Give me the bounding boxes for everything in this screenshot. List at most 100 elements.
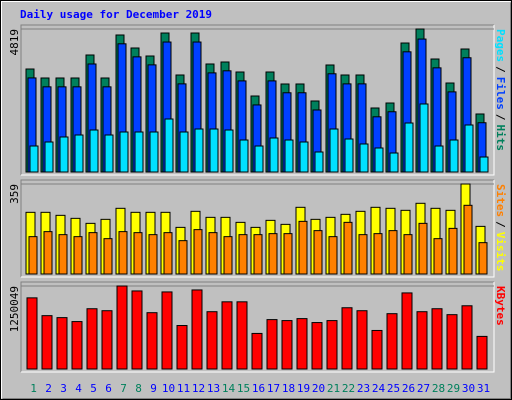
bar	[388, 230, 398, 275]
x-tick-label: 24	[372, 382, 386, 395]
bar	[371, 329, 383, 370]
legend-entry: Files	[494, 77, 507, 110]
bar	[416, 311, 428, 370]
y-tick-label: 1250049	[8, 286, 21, 332]
y-tick-label: 359	[8, 184, 21, 204]
x-tick-label: 31	[477, 382, 490, 395]
x-tick-label: 12	[192, 382, 205, 395]
bar	[28, 236, 38, 275]
x-tick-label: 27	[417, 382, 430, 395]
bar	[446, 314, 458, 370]
x-tick-label: 28	[432, 382, 445, 395]
x-tick-label: 18	[282, 382, 295, 395]
bar	[161, 291, 173, 370]
bar	[479, 156, 489, 173]
x-tick-label: 21	[327, 382, 340, 395]
x-tick-label: 1	[30, 382, 37, 395]
chart-title: Daily usage for December 2019	[20, 8, 212, 21]
bar	[374, 147, 384, 173]
x-tick-label: 23	[357, 382, 370, 395]
bar	[404, 122, 414, 173]
x-tick-label: 4	[75, 382, 82, 395]
bevel	[21, 282, 495, 373]
bar	[194, 128, 204, 173]
bar	[403, 234, 413, 275]
bar	[313, 230, 323, 275]
x-tick-label: 16	[252, 382, 265, 395]
bar	[206, 311, 218, 370]
x-tick-label: 6	[105, 382, 112, 395]
bar	[56, 317, 68, 370]
legend-entry: Pages	[494, 29, 507, 62]
bevel	[20, 179, 494, 277]
bar	[431, 308, 443, 370]
bar	[448, 227, 458, 275]
bevel	[21, 25, 495, 176]
legend-entry: Visits	[494, 232, 507, 272]
x-tick-label: 26	[402, 382, 415, 395]
bar	[461, 305, 473, 370]
bar	[238, 234, 248, 275]
bar	[88, 232, 98, 275]
bar	[434, 145, 444, 173]
bar	[343, 221, 353, 275]
bar	[41, 315, 53, 370]
bevel	[21, 180, 495, 278]
bar	[283, 233, 293, 275]
bar	[146, 312, 158, 370]
bar	[418, 222, 428, 275]
bar	[58, 234, 68, 275]
bar	[118, 231, 128, 275]
bar	[89, 129, 99, 173]
bar	[101, 310, 113, 370]
x-tick-label: 17	[267, 382, 280, 395]
x-tick-label: 10	[162, 382, 175, 395]
bar	[43, 231, 53, 275]
bar	[478, 242, 488, 275]
bar	[281, 320, 293, 370]
bar	[311, 322, 323, 370]
bar	[328, 236, 338, 275]
x-tick-label: 13	[207, 382, 220, 395]
bar	[104, 134, 114, 173]
bar	[358, 234, 368, 275]
bevel	[20, 281, 494, 372]
bar	[253, 234, 263, 275]
bar	[401, 292, 413, 370]
legend-separator: /	[494, 114, 507, 121]
bar	[29, 145, 39, 173]
x-tick-label: 19	[297, 382, 310, 395]
legend-entry: KBytes	[494, 286, 507, 326]
bar	[164, 118, 174, 173]
bar	[193, 229, 203, 275]
bar	[119, 131, 129, 173]
bar	[239, 139, 249, 173]
bar	[44, 141, 54, 173]
legend-entry: Hits	[494, 125, 507, 152]
bar	[26, 297, 38, 370]
bar	[86, 308, 98, 370]
bar	[209, 128, 219, 173]
bar	[344, 138, 354, 173]
bar	[149, 131, 159, 173]
x-tick-label: 14	[222, 382, 236, 395]
bar	[191, 289, 203, 370]
bar	[163, 232, 173, 275]
bar	[134, 131, 144, 173]
bar	[284, 139, 294, 173]
x-tick-label: 2	[45, 382, 52, 395]
x-tick-label: 15	[237, 382, 250, 395]
bar	[463, 204, 473, 275]
legend-separator: /	[494, 66, 507, 73]
bar	[73, 236, 83, 275]
x-tick-label: 11	[177, 382, 190, 395]
bar	[299, 141, 309, 173]
legend: Pages / Files / Hits	[494, 29, 507, 151]
bar	[389, 152, 399, 173]
bar	[74, 134, 84, 173]
x-tick-label: 3	[60, 382, 67, 395]
x-tick-label: 22	[342, 382, 355, 395]
bevel	[20, 24, 494, 175]
